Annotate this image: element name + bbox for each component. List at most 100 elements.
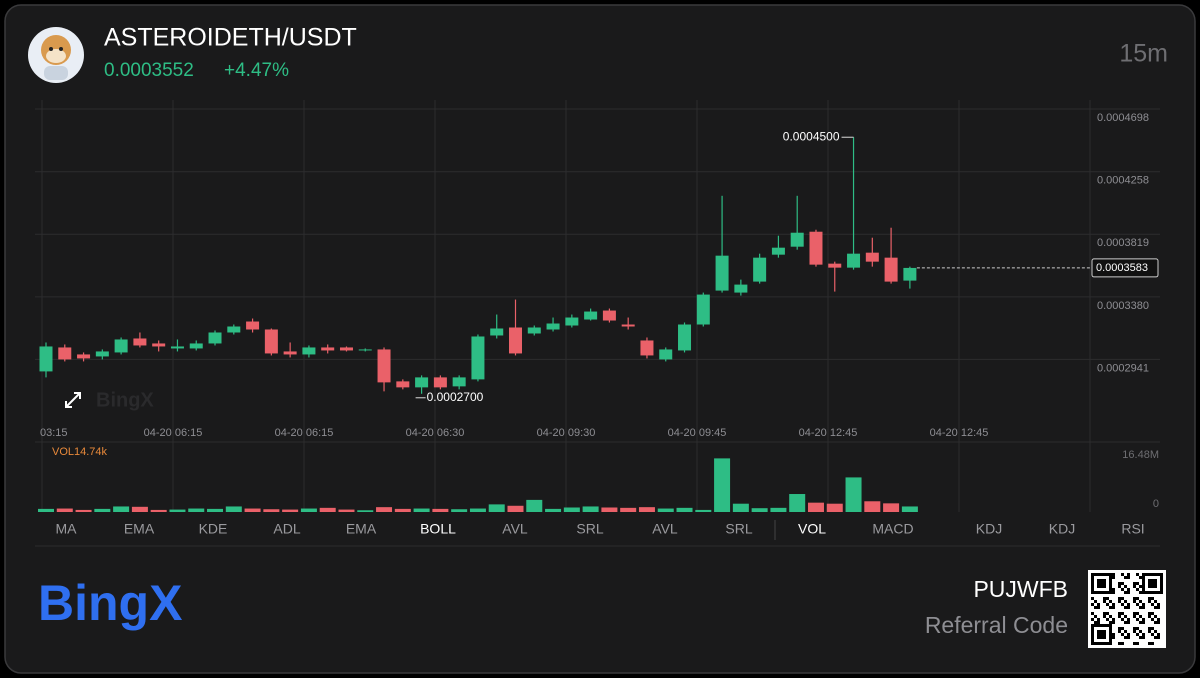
volume-bar	[300, 508, 317, 512]
x-tick-label: 03:15	[40, 427, 68, 439]
volume-bar	[319, 507, 336, 512]
qr-module	[1103, 633, 1106, 636]
qr-module	[1127, 606, 1130, 609]
qr-module	[1136, 603, 1139, 606]
qr-module	[1139, 636, 1142, 639]
candle-body	[565, 317, 579, 326]
qr-module	[1103, 636, 1106, 639]
indicator-tab[interactable]: MACD	[872, 521, 913, 537]
qr-module	[1136, 642, 1139, 645]
volume-bar	[282, 509, 299, 512]
indicator-tab[interactable]: AVL	[502, 521, 528, 537]
qr-module	[1091, 576, 1094, 579]
qr-module	[1160, 588, 1163, 591]
x-tick-label: 04-20 09:30	[537, 427, 596, 439]
qr-module	[1118, 627, 1121, 630]
qr-module	[1097, 621, 1100, 624]
qr-module	[1118, 612, 1121, 615]
qr-module	[1091, 585, 1094, 588]
indicator-tab[interactable]: SRL	[725, 521, 752, 537]
qr-module	[1103, 615, 1106, 618]
volume-bar	[676, 507, 693, 512]
qr-module	[1124, 636, 1127, 639]
qr-module	[1160, 591, 1163, 594]
volume-bar	[394, 508, 411, 512]
indicator-tab[interactable]: KDJ	[1049, 521, 1075, 537]
referral-code: PUJWFB	[973, 576, 1068, 602]
qr-module	[1151, 642, 1154, 645]
volume-bar	[376, 507, 393, 512]
qr-module	[1100, 636, 1103, 639]
indicator-tab[interactable]: MA	[56, 521, 78, 537]
volume-bar	[488, 504, 505, 512]
indicator-tab[interactable]: EMA	[124, 521, 155, 537]
qr-module	[1091, 588, 1094, 591]
qr-module	[1148, 573, 1151, 576]
qr-module	[1133, 630, 1136, 633]
volume-bar	[150, 509, 167, 512]
candle-body	[847, 253, 861, 268]
qr-module	[1133, 642, 1136, 645]
qr-module	[1139, 621, 1142, 624]
indicator-tab[interactable]: SRL	[576, 521, 603, 537]
indicator-tab[interactable]: BOLL	[420, 521, 456, 537]
qr-module	[1136, 573, 1139, 576]
qr-module	[1157, 633, 1160, 636]
qr-module	[1103, 630, 1106, 633]
qr-module	[1121, 642, 1124, 645]
candle-body	[490, 328, 504, 336]
qr-module	[1112, 618, 1115, 621]
qr-module	[1112, 603, 1115, 606]
qr-module	[1148, 615, 1151, 618]
qr-module	[1112, 591, 1115, 594]
avatar	[28, 27, 84, 83]
qr-module	[1124, 585, 1127, 588]
qr-module	[1103, 597, 1106, 600]
qr-module	[1097, 624, 1100, 627]
qr-module	[1142, 579, 1145, 582]
qr-module	[1109, 630, 1112, 633]
annotation-label: 0.0004500	[783, 129, 840, 143]
qr-module	[1121, 633, 1124, 636]
indicator-tab[interactable]: EMA	[346, 521, 377, 537]
qr-module	[1097, 582, 1100, 585]
indicator-tab[interactable]: RSI	[1121, 521, 1144, 537]
qr-module	[1148, 591, 1151, 594]
volume-bar	[714, 458, 731, 512]
qr-module	[1106, 591, 1109, 594]
volume-bar	[338, 509, 355, 512]
qr-module	[1142, 588, 1145, 591]
volume-bar	[657, 508, 674, 512]
qr-module	[1109, 627, 1112, 630]
qr-module	[1097, 642, 1100, 645]
qr-module	[1154, 579, 1157, 582]
qr-module	[1106, 618, 1109, 621]
indicator-tab[interactable]: AVL	[652, 521, 678, 537]
qr-module	[1094, 615, 1097, 618]
candle-body	[77, 354, 91, 359]
indicator-tab[interactable]: KDE	[199, 521, 228, 537]
qr-module	[1118, 585, 1121, 588]
expand-icon[interactable]	[65, 392, 81, 408]
indicator-tab[interactable]: KDJ	[976, 521, 1002, 537]
qr-module	[1151, 591, 1154, 594]
annotation-label: 0.0002700	[427, 390, 484, 404]
qr-module	[1097, 606, 1100, 609]
qr-module	[1103, 573, 1106, 576]
candle-body	[321, 347, 335, 351]
volume-bar	[169, 509, 186, 512]
qr-module	[1094, 624, 1097, 627]
indicator-tab[interactable]: ADL	[273, 521, 300, 537]
qr-module	[1136, 633, 1139, 636]
volume-bar	[901, 506, 918, 512]
candle-body	[302, 347, 316, 355]
candle-body	[790, 232, 804, 247]
qr-module	[1124, 621, 1127, 624]
qr-module	[1100, 582, 1103, 585]
indicator-tab[interactable]: VOL	[798, 521, 826, 537]
qr-module	[1097, 585, 1100, 588]
candle-body	[189, 343, 203, 349]
qr-module	[1157, 573, 1160, 576]
qr-module	[1091, 582, 1094, 585]
candle-body	[152, 343, 166, 347]
